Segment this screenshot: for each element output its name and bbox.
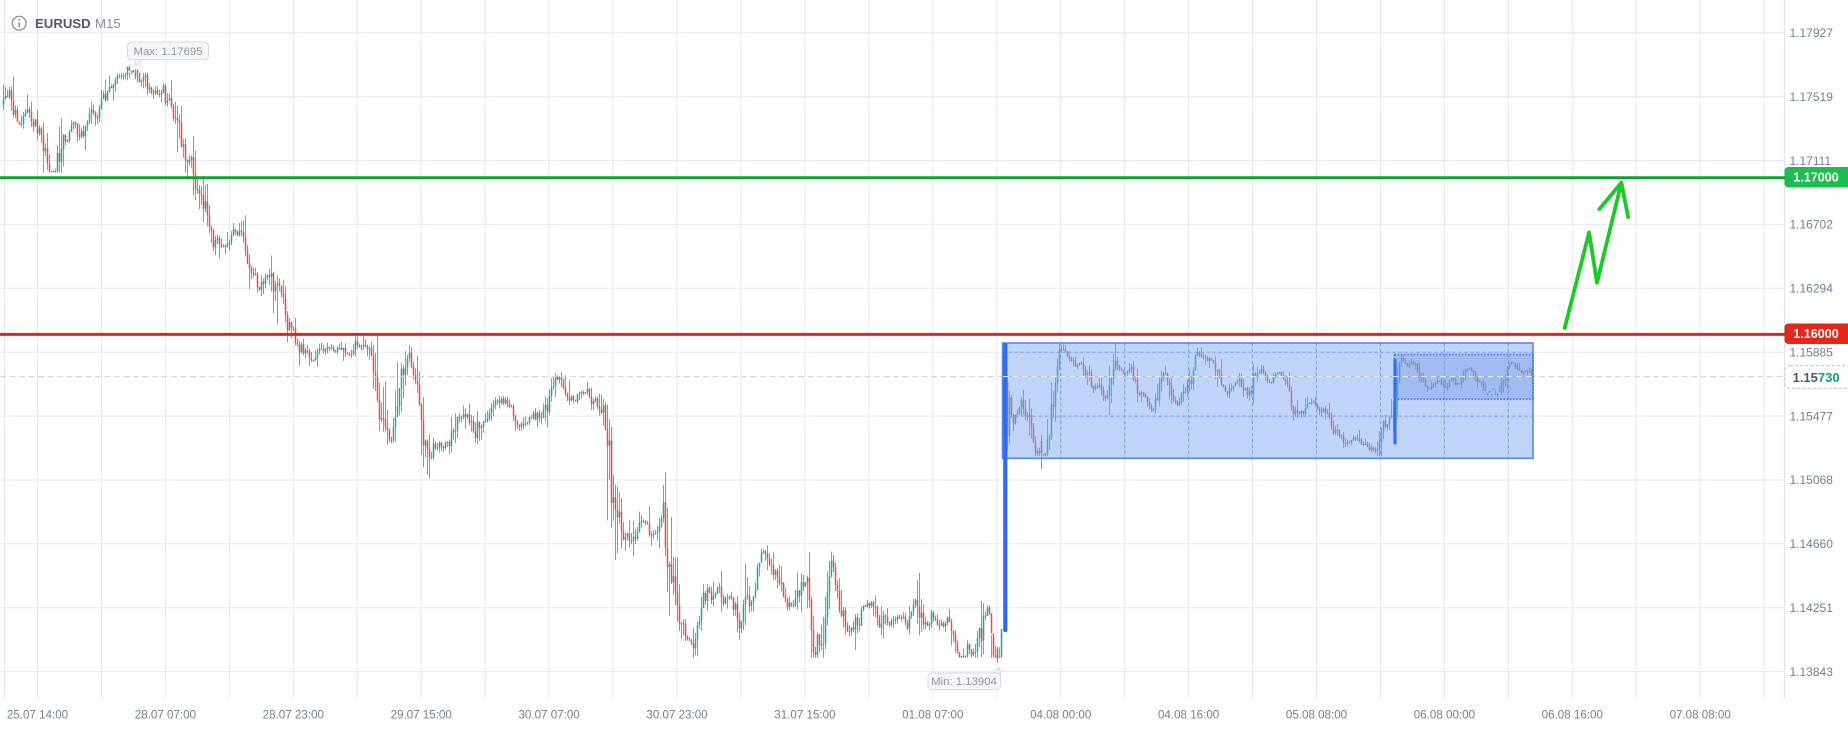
svg-text:1.15068: 1.15068 xyxy=(1790,473,1834,487)
svg-text:1.15477: 1.15477 xyxy=(1790,409,1834,423)
svg-text:1.14251: 1.14251 xyxy=(1790,601,1834,615)
svg-text:06.08 00:00: 06.08 00:00 xyxy=(1414,709,1475,722)
svg-text:05.08 08:00: 05.08 08:00 xyxy=(1286,709,1347,722)
svg-text:28.07 07:00: 28.07 07:00 xyxy=(135,709,196,722)
svg-text:29.07 15:00: 29.07 15:00 xyxy=(391,709,452,722)
svg-text:1.17111: 1.17111 xyxy=(1790,154,1832,168)
svg-text:28.07 23:00: 28.07 23:00 xyxy=(263,709,324,722)
svg-text:1.16294: 1.16294 xyxy=(1790,282,1834,296)
svg-text:1.15885: 1.15885 xyxy=(1790,345,1834,359)
svg-text:1.15730: 1.15730 xyxy=(1793,370,1840,385)
svg-text:1.17519: 1.17519 xyxy=(1790,90,1834,104)
svg-text:EURUSD: EURUSD xyxy=(35,16,91,31)
svg-text:M15: M15 xyxy=(95,16,121,31)
svg-text:07.08 08:00: 07.08 08:00 xyxy=(1670,709,1731,722)
svg-text:1.16000: 1.16000 xyxy=(1793,327,1839,341)
svg-text:1.14660: 1.14660 xyxy=(1790,537,1834,551)
svg-text:Min: 1.13904: Min: 1.13904 xyxy=(931,676,997,688)
svg-text:04.08 00:00: 04.08 00:00 xyxy=(1030,709,1091,722)
svg-text:01.08 07:00: 01.08 07:00 xyxy=(902,709,963,722)
svg-text:31.07 15:00: 31.07 15:00 xyxy=(774,709,835,722)
svg-text:25.07 14:00: 25.07 14:00 xyxy=(7,709,68,722)
svg-text:30.07 07:00: 30.07 07:00 xyxy=(518,709,579,722)
svg-text:06.08 16:00: 06.08 16:00 xyxy=(1542,709,1603,722)
svg-text:1.17927: 1.17927 xyxy=(1790,26,1834,40)
svg-text:Max: 1.17695: Max: 1.17695 xyxy=(133,46,202,58)
svg-text:1.13843: 1.13843 xyxy=(1790,665,1834,679)
svg-text:1.17000: 1.17000 xyxy=(1793,171,1839,185)
svg-text:30.07 23:00: 30.07 23:00 xyxy=(646,709,707,722)
svg-text:04.08 16:00: 04.08 16:00 xyxy=(1158,709,1219,722)
svg-text:1.16702: 1.16702 xyxy=(1790,218,1834,232)
